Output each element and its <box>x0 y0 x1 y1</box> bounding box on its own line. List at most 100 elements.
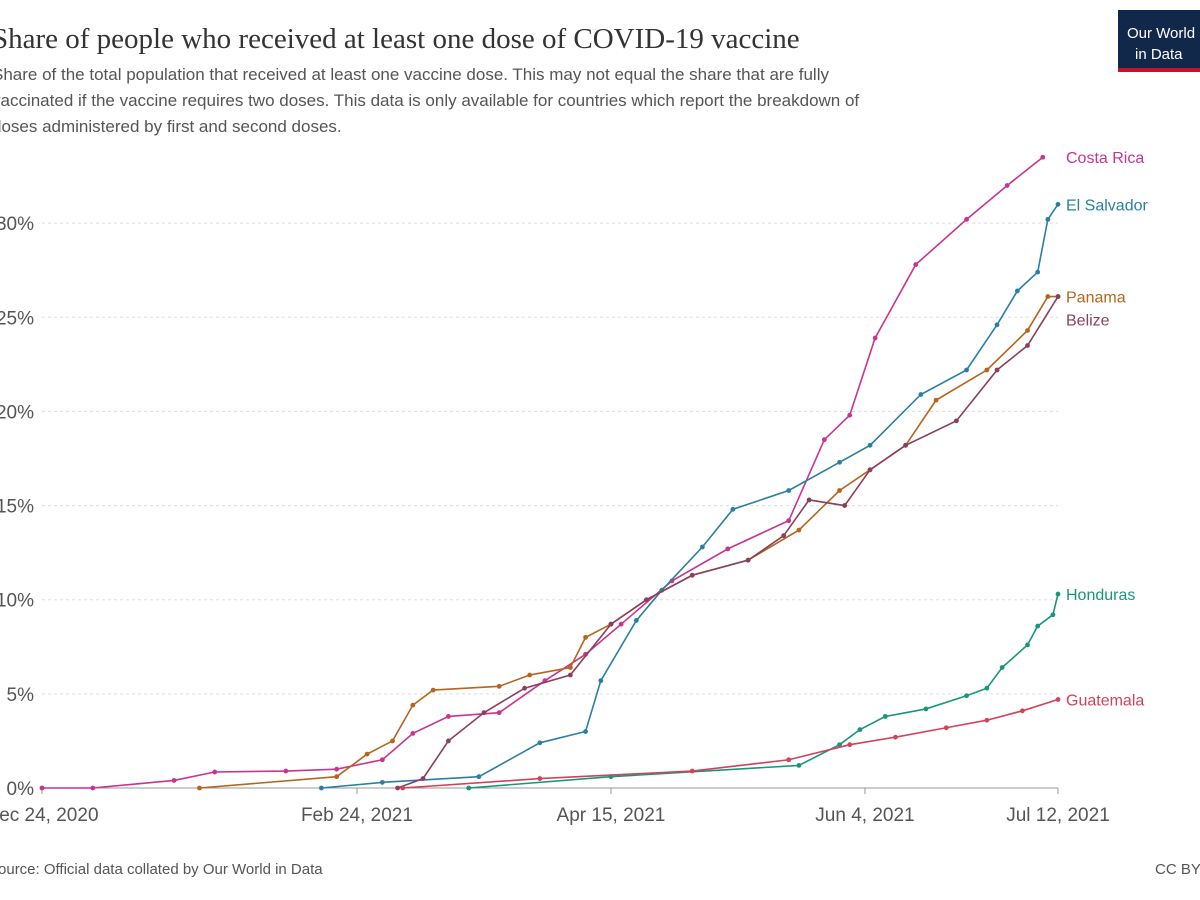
logo-stripe <box>1118 68 1200 72</box>
data-point <box>796 763 802 768</box>
data-point <box>1055 201 1061 207</box>
series-line <box>199 295 1058 789</box>
data-point <box>496 683 502 689</box>
data-point <box>689 768 695 774</box>
data-point <box>598 678 604 684</box>
data-point <box>39 785 45 791</box>
subtitle-line: doses administered by first and second d… <box>0 117 342 136</box>
data-point <box>446 738 451 744</box>
data-point <box>334 766 340 772</box>
data-point <box>1055 697 1061 702</box>
data-point <box>847 742 853 748</box>
chart-title: Share of people who received at least on… <box>0 23 800 55</box>
data-point <box>481 710 487 716</box>
series-line <box>321 203 1059 789</box>
data-point <box>567 665 573 670</box>
series-line <box>468 593 1059 789</box>
data-point <box>725 546 731 552</box>
data-point <box>964 367 969 373</box>
series-label: El Salvador <box>1066 197 1148 214</box>
data-point <box>90 785 96 791</box>
data-point <box>527 672 533 678</box>
data-point <box>796 527 802 533</box>
data-point <box>842 503 848 508</box>
data-point <box>984 685 990 691</box>
x-tick-label: Jun 4, 2021 <box>815 805 914 826</box>
data-point <box>364 751 370 757</box>
data-point <box>903 442 908 448</box>
data-point <box>984 367 990 373</box>
data-point <box>913 262 919 267</box>
data-point <box>1040 154 1046 160</box>
data-point <box>1025 642 1030 648</box>
data-point <box>430 687 436 693</box>
data-point <box>395 785 400 791</box>
subtitle-line: Share of the total population that recei… <box>0 65 829 84</box>
x-tick-label: Dec 24, 2020 <box>0 805 99 826</box>
data-point <box>583 729 588 734</box>
data-point <box>882 714 888 719</box>
data-point <box>837 459 842 465</box>
data-point <box>466 785 472 791</box>
series-line <box>402 698 1059 789</box>
data-point <box>837 488 842 493</box>
data-point <box>171 778 177 783</box>
data-point <box>618 621 624 627</box>
series-label: Belize <box>1066 313 1110 330</box>
data-point <box>496 710 502 716</box>
data-point <box>567 672 573 678</box>
data-point <box>197 785 202 791</box>
data-point <box>212 769 218 775</box>
data-point <box>994 322 1000 328</box>
source: Source: Official data collated by Our Wo… <box>0 861 323 878</box>
data-point <box>537 776 543 781</box>
data-point <box>644 597 649 603</box>
data-point <box>837 742 842 748</box>
data-point <box>872 335 878 341</box>
data-point <box>1004 183 1010 188</box>
data-point <box>933 397 939 403</box>
data-point <box>1035 623 1041 629</box>
data-point <box>1025 328 1030 333</box>
data-point <box>893 734 898 740</box>
x-tick-label: Apr 15, 2021 <box>557 805 666 826</box>
data-point <box>847 412 853 418</box>
data-point <box>1045 216 1051 222</box>
data-point <box>867 467 873 473</box>
data-point <box>379 779 385 785</box>
data-point <box>410 730 416 736</box>
series-line <box>397 296 1059 789</box>
data-point <box>1055 294 1061 299</box>
data-point <box>821 437 827 443</box>
data-point <box>857 727 863 733</box>
logo-text: Our World <box>1127 25 1195 42</box>
data-point <box>745 557 751 563</box>
data-point <box>1020 708 1025 714</box>
data-point <box>700 544 705 550</box>
data-point <box>999 665 1005 670</box>
data-point <box>943 725 949 731</box>
data-point <box>410 702 416 708</box>
data-point <box>1025 343 1030 348</box>
data-point <box>379 757 385 763</box>
license: CC BY <box>1155 861 1200 878</box>
data-point <box>1055 591 1061 597</box>
y-tick-label: 5% <box>7 685 35 706</box>
data-point <box>283 768 289 774</box>
y-tick-label: 30% <box>0 214 34 235</box>
x-tick-label: Jul 12, 2021 <box>1006 805 1110 826</box>
logo-box <box>1118 10 1200 72</box>
data-point <box>390 738 395 744</box>
data-point <box>964 216 969 222</box>
data-point <box>537 740 543 746</box>
data-point <box>867 442 873 448</box>
data-point <box>786 518 792 524</box>
y-tick-label: 0% <box>7 779 35 800</box>
data-point <box>781 533 787 539</box>
data-point <box>923 706 929 712</box>
data-point <box>806 497 812 503</box>
logo-text: in Data <box>1135 46 1183 63</box>
series-label: Panama <box>1066 290 1126 307</box>
y-tick-label: 20% <box>0 402 34 423</box>
